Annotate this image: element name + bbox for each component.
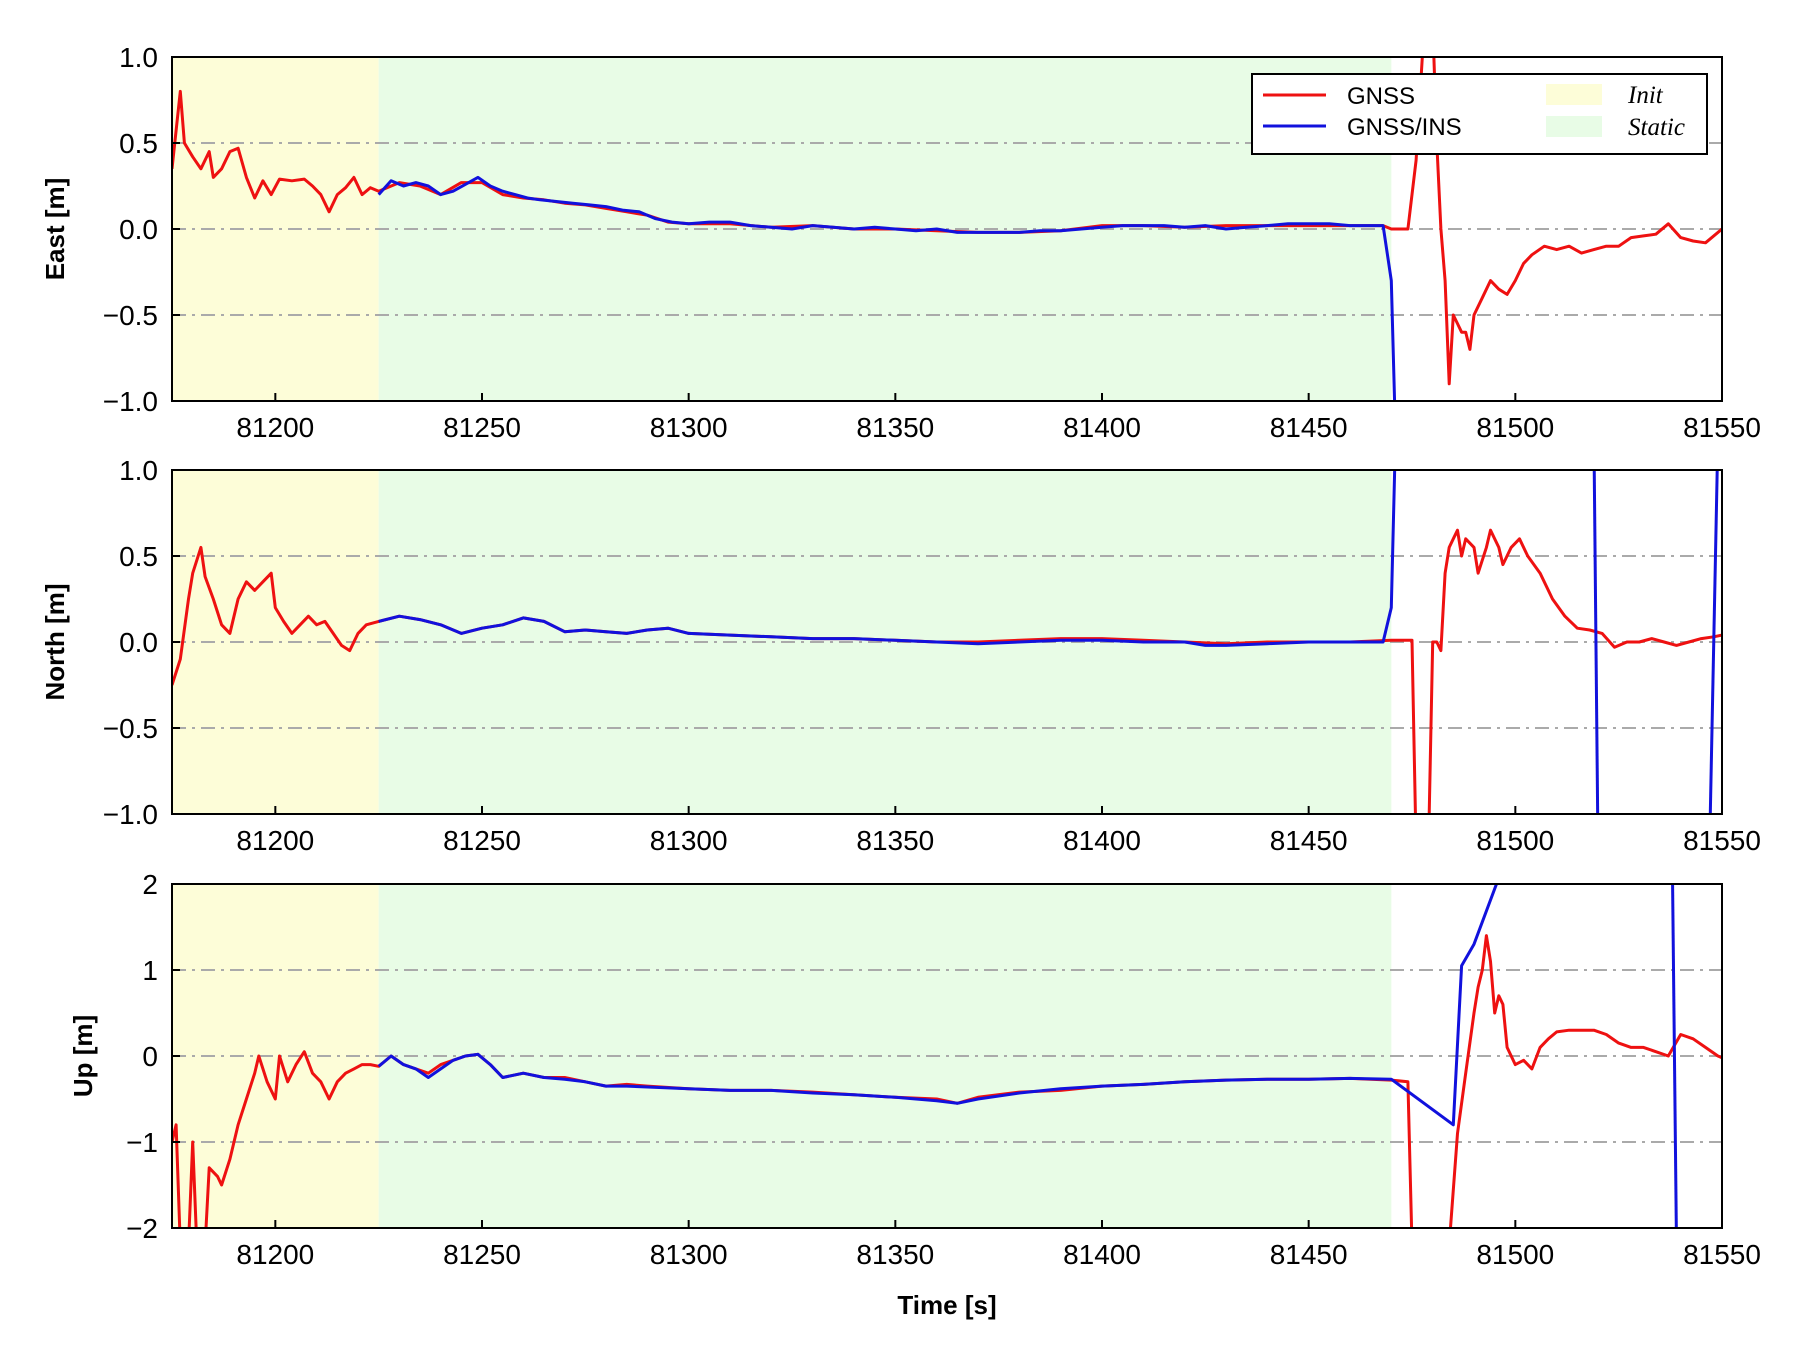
- north-x-tick-label: 81550: [1683, 825, 1761, 856]
- up-y-tick-label: −1: [126, 1127, 158, 1158]
- up-x-ticks: 81200 81250 81300 81350 81400 81450 81500 81550: [236, 1220, 1761, 1270]
- panel-north: 81200 81250 81300 81350 81400 81450 81500 81550…: [40, 455, 1761, 856]
- up-y-tick-label: −2: [126, 1213, 158, 1244]
- up-y-tick-label: 1: [142, 955, 158, 986]
- legend: GNSS GNSS/INS Init Static: [1251, 73, 1708, 155]
- panel-east: 81200 81250 81300 81350 81400 81450 81500 81550…: [40, 42, 1761, 443]
- up-x-tick-label: 81350: [856, 1239, 934, 1270]
- north-x-ticks: 81200 81250 81300 81350 81400 81450 81500 81550: [236, 806, 1761, 856]
- legend-gnssins-label: GNSS/INS: [1347, 114, 1462, 141]
- east-y-tick-label: 0.0: [119, 214, 158, 245]
- north-x-tick-label: 81300: [650, 825, 728, 856]
- up-y-label: Up [m]: [68, 1015, 98, 1097]
- x-axis-label: Time [s]: [897, 1290, 996, 1320]
- east-x-ticks: 81200 81250 81300 81350 81400 81450 81500 81550: [236, 393, 1761, 443]
- east-series-gnss-ins-line: [377, 175, 1397, 401]
- north-y-tick-label: 0.0: [119, 627, 158, 658]
- east-y-tick-label: −1.0: [103, 386, 158, 417]
- up-y-tick-label: 2: [142, 869, 158, 900]
- east-x-tick-label: 81500: [1476, 412, 1554, 443]
- north-series-gnss-ins-line: [378, 470, 1397, 647]
- up-x-tick-label: 81300: [650, 1239, 728, 1270]
- east-x-tick-label: 81550: [1683, 412, 1761, 443]
- north-y-tick-label: −0.5: [103, 713, 158, 744]
- east-x-tick-label: 81200: [236, 412, 314, 443]
- up-plot-content: [172, 884, 1722, 1228]
- north-x-tick-label: 81250: [443, 825, 521, 856]
- north-y-label: North [m]: [40, 584, 70, 701]
- up-series-gnss-ins-line: [1671, 884, 1678, 1228]
- up-series-gnss-ins-line: [377, 884, 1499, 1127]
- legend-init-label: Init: [1627, 82, 1664, 109]
- legend-box: [1251, 73, 1708, 155]
- east-x-tick-label: 81450: [1270, 412, 1348, 443]
- legend-gnss-label: GNSS: [1347, 83, 1415, 110]
- east-x-tick-label: 81250: [443, 412, 521, 443]
- east-x-tick-label: 81400: [1063, 412, 1141, 443]
- up-x-tick-label: 81250: [443, 1239, 521, 1270]
- north-y-tick-label: 0.5: [119, 541, 158, 572]
- up-x-tick-label: 81450: [1270, 1239, 1348, 1270]
- north-y-tick-label: −1.0: [103, 799, 158, 830]
- east-y-tick-label: 1.0: [119, 42, 158, 73]
- legend-init-swatch: [1546, 84, 1602, 105]
- up-y-tick-label: 0: [142, 1041, 158, 1072]
- legend-static-swatch: [1546, 116, 1602, 137]
- east-x-tick-label: 81300: [650, 412, 728, 443]
- up-x-tick-label: 81400: [1063, 1239, 1141, 1270]
- north-x-tick-label: 81500: [1476, 825, 1554, 856]
- panel-up: 81200 81250 81300 81350 81400 81450 81500 81550…: [68, 869, 1761, 1270]
- east-y-label: East [m]: [40, 178, 70, 281]
- north-x-tick-label: 81400: [1063, 825, 1141, 856]
- north-series-gnss-ins-line: [1708, 470, 1719, 814]
- up-x-tick-label: 81550: [1683, 1239, 1761, 1270]
- north-plot-content: [172, 470, 1722, 814]
- east-plot-content: [172, 57, 1722, 401]
- north-y-tick-label: 1.0: [119, 455, 158, 486]
- up-x-tick-label: 81500: [1476, 1239, 1554, 1270]
- up-x-tick-label: 81200: [236, 1239, 314, 1270]
- north-x-tick-label: 81200: [236, 825, 314, 856]
- legend-static-label: Static: [1628, 114, 1685, 141]
- north-x-tick-label: 81350: [856, 825, 934, 856]
- east-x-tick-label: 81350: [856, 412, 934, 443]
- east-y-tick-label: −0.5: [103, 300, 158, 331]
- east-y-tick-label: 0.5: [119, 128, 158, 159]
- north-series-gnss-ins-line: [1592, 470, 1600, 814]
- north-x-tick-label: 81450: [1270, 825, 1348, 856]
- north-y-ticks: −1.0 −0.5 0.0 0.5 1.0: [103, 455, 180, 830]
- up-y-ticks: −2 −1 0 1 2: [126, 869, 180, 1244]
- east-y-ticks: −1.0 −0.5 0.0 0.5 1.0: [103, 42, 180, 417]
